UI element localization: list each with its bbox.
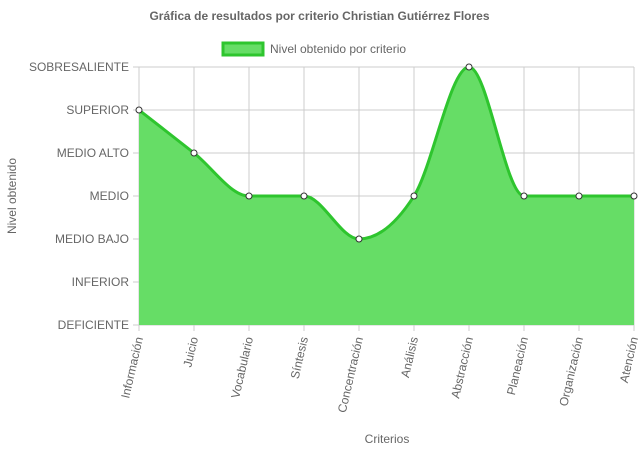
x-tick-label: Síntesis xyxy=(288,335,311,380)
series-area xyxy=(139,67,634,325)
data-point[interactable] xyxy=(465,63,473,71)
y-tick-label: INFERIOR xyxy=(72,275,130,289)
y-tick-label: MEDIO ALTO xyxy=(57,146,129,160)
y-axis-title: Nivel obtenido xyxy=(5,158,19,234)
y-tick-label: MEDIO BAJO xyxy=(55,232,129,246)
x-tick-labels: Información Juicio Vocabulario Síntesis Conc… xyxy=(118,335,639,414)
data-points xyxy=(135,63,638,243)
data-point[interactable] xyxy=(245,192,253,200)
x-axis-title: Criterios xyxy=(365,432,410,446)
legend-swatch[interactable] xyxy=(221,41,265,57)
data-point[interactable] xyxy=(575,192,583,200)
x-tick-label: Planeación xyxy=(504,335,531,396)
y-tick-label: SUPERIOR xyxy=(66,103,129,117)
data-point[interactable] xyxy=(410,192,418,200)
y-tick-label: MEDIO xyxy=(90,189,129,203)
x-tick-label: Atención xyxy=(617,335,639,384)
x-tick-label: Organización xyxy=(556,335,586,407)
x-tick-label: Análisis xyxy=(398,335,421,378)
x-tick-label: Vocabulario xyxy=(228,335,256,400)
chart-title: Gráfica de resultados por criterio Chris… xyxy=(149,9,490,23)
data-point[interactable] xyxy=(190,149,198,157)
x-tick-label: Juicio xyxy=(180,335,201,368)
data-point[interactable] xyxy=(520,192,528,200)
data-point[interactable] xyxy=(135,106,143,114)
y-tick-labels: DEFICIENTE INFERIOR MEDIO BAJO MEDIO MEDIO A… xyxy=(29,60,129,332)
data-point[interactable] xyxy=(355,235,363,243)
y-tick-label: SOBRESALIENTE xyxy=(29,60,129,74)
data-point[interactable] xyxy=(630,192,638,200)
x-tick-label: Información xyxy=(118,335,146,399)
y-tick-label: DEFICIENTE xyxy=(58,318,129,332)
legend-label[interactable]: Nivel obtenido por criterio xyxy=(270,42,406,56)
data-point[interactable] xyxy=(300,192,308,200)
legend[interactable]: Nivel obtenido por criterio xyxy=(221,41,406,57)
x-tick-label: Concentración xyxy=(335,335,366,414)
series-line xyxy=(138,65,634,241)
x-tick-label: Abstracción xyxy=(448,335,476,399)
